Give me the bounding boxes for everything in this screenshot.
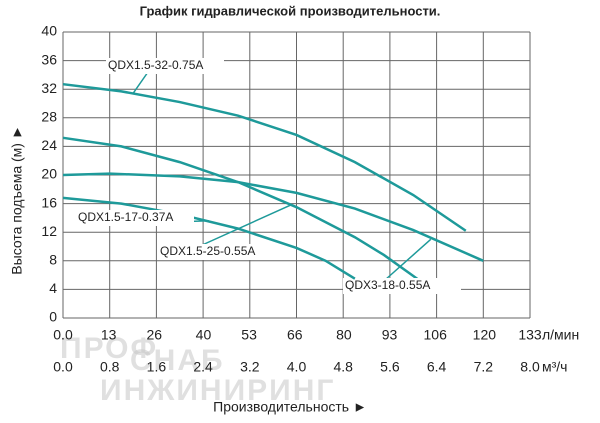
x-tick-label: 3.2 — [240, 359, 260, 375]
x2-tick-label: 106 — [424, 327, 448, 343]
x2-tick-label: 40 — [196, 327, 212, 343]
x2-unit: л/мин — [542, 327, 579, 343]
x2-tick-label: 120 — [473, 327, 497, 343]
x-tick-label: 8.0 — [520, 359, 540, 375]
x-tick-label: 6.4 — [427, 359, 447, 375]
x2-tick-label: 66 — [287, 327, 303, 343]
curve — [62, 82, 467, 232]
watermark: ПРОФ — [60, 332, 158, 365]
y-axis-label: Высота подъема (м) ► — [9, 125, 25, 274]
x-unit: м³/ч — [542, 359, 567, 375]
series-label: QDX1.5-17-0.37A — [78, 210, 173, 224]
y-tick-label: 16 — [41, 194, 57, 210]
chart-title: График гидравлической производительности… — [140, 3, 441, 18]
curve — [62, 196, 356, 280]
watermark: ИНЖИНИРИНГ — [100, 374, 335, 407]
y-tick-label: 36 — [41, 51, 57, 67]
y-tick-label: 0 — [49, 309, 57, 325]
x-tick-label: 1.6 — [147, 359, 167, 375]
x2-tick-label: 133 — [518, 327, 542, 343]
x-tick-label: 0.0 — [53, 359, 73, 375]
x-tick-label: 0.8 — [100, 359, 120, 375]
y-tick-label: 4 — [49, 280, 57, 296]
x2-tick-label: 53 — [241, 327, 257, 343]
x-tick-label: 7.2 — [474, 359, 494, 375]
x-tick-label: 4.8 — [333, 359, 353, 375]
x-tick-label: 2.4 — [193, 359, 213, 375]
y-tick-label: 24 — [41, 137, 57, 153]
series-label: QDX3-18-0.55A — [345, 278, 430, 292]
curve — [62, 172, 484, 262]
label-bg — [343, 278, 461, 294]
leader-line — [132, 71, 149, 94]
watermark: СНАБ — [130, 344, 225, 377]
y-tick-label: 20 — [41, 166, 57, 182]
x-tick-label: 5.6 — [380, 359, 400, 375]
leader-line — [199, 204, 291, 247]
y-tick-label: 8 — [49, 252, 57, 268]
leader-line — [384, 238, 432, 281]
x2-tick-label: 80 — [336, 327, 352, 343]
label-bg — [106, 58, 224, 74]
y-tick-label: 32 — [41, 80, 57, 96]
label-bg — [76, 210, 194, 226]
y-tick-label: 40 — [41, 23, 57, 39]
y-tick-label: 12 — [41, 223, 57, 239]
label-bg — [158, 244, 276, 260]
series-label: QDX1.5-32-0.75A — [108, 58, 203, 72]
y-tick-label: 28 — [41, 109, 57, 125]
x2-tick-label: 0.0 — [53, 327, 73, 343]
series-label: QDX1.5-25-0.55A — [160, 244, 255, 258]
x2-tick-label: 93 — [382, 327, 398, 343]
x2-tick-label: 26 — [147, 327, 163, 343]
curve — [62, 136, 420, 282]
x2-tick-label: 13 — [101, 327, 117, 343]
x-tick-label: 4.0 — [287, 359, 307, 375]
x-axis-label: Производительность ► — [213, 399, 367, 415]
